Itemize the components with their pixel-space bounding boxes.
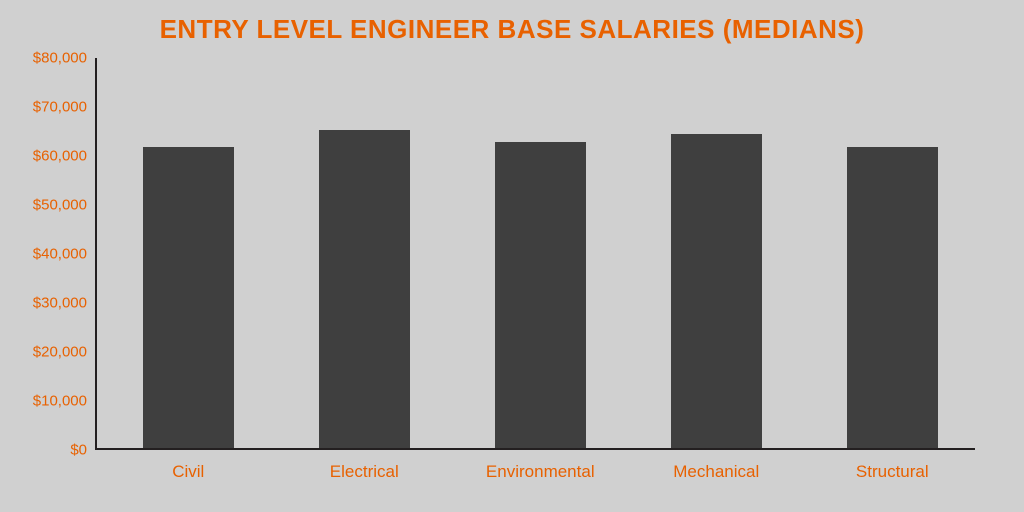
x-tick-label: Electrical bbox=[330, 462, 399, 482]
bar bbox=[671, 134, 763, 448]
y-tick-label: $70,000 bbox=[33, 99, 87, 116]
y-tick-label: $50,000 bbox=[33, 197, 87, 214]
y-tick-label: $20,000 bbox=[33, 344, 87, 361]
y-tick-label: $10,000 bbox=[33, 393, 87, 410]
x-tick-label: Civil bbox=[172, 462, 204, 482]
y-tick-label: $30,000 bbox=[33, 295, 87, 312]
x-tick-label: Mechanical bbox=[673, 462, 759, 482]
y-tick-label: $60,000 bbox=[33, 148, 87, 165]
bar bbox=[495, 142, 587, 448]
bar bbox=[847, 147, 939, 448]
bar bbox=[319, 130, 411, 449]
chart-canvas: ENTRY LEVEL ENGINEER BASE SALARIES (MEDI… bbox=[0, 0, 1024, 512]
y-tick-label: $0 bbox=[70, 442, 87, 459]
y-tick-label: $80,000 bbox=[33, 50, 87, 67]
x-axis bbox=[95, 448, 975, 450]
y-axis bbox=[95, 58, 97, 450]
bar bbox=[143, 147, 235, 448]
plot-area: $0$10,000$20,000$30,000$40,000$50,000$60… bbox=[95, 58, 975, 450]
y-tick-label: $40,000 bbox=[33, 246, 87, 263]
chart-title: ENTRY LEVEL ENGINEER BASE SALARIES (MEDI… bbox=[0, 14, 1024, 45]
x-tick-label: Structural bbox=[856, 462, 929, 482]
x-tick-label: Environmental bbox=[486, 462, 595, 482]
